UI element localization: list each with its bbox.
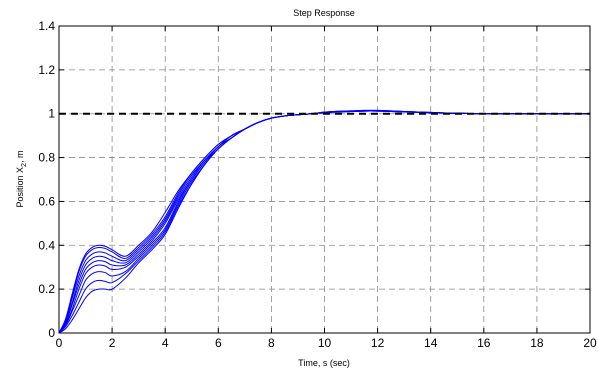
x-tick-label: 18 <box>530 336 544 350</box>
x-axis-label: Time, s (sec) <box>298 358 350 368</box>
y-axis-label-subscript: 2 <box>21 163 28 167</box>
x-tick-label: 10 <box>318 336 332 350</box>
x-tick-label: 0 <box>56 336 63 350</box>
x-tick-label: 8 <box>268 336 275 350</box>
y-tick-label: 0.6 <box>38 194 55 208</box>
y-tick-label: 0.8 <box>38 151 55 165</box>
x-tick-label: 20 <box>583 336 597 350</box>
chart-title: Step Response <box>293 8 355 18</box>
y-tick-label: 1.2 <box>38 63 55 77</box>
y-tick-label: 0 <box>48 326 55 340</box>
x-tick-label: 6 <box>215 336 222 350</box>
y-tick-label: 0.2 <box>38 282 55 296</box>
y-tick-label: 0.4 <box>38 238 55 252</box>
x-tick-label: 4 <box>162 336 169 350</box>
tick-marks: 0 2 4 6 8 10 12 14 16 18 20 0 0.2 0.4 0.6 0.8 1 1.2 1.4 <box>38 19 597 350</box>
series-line <box>58 109 590 334</box>
x-tick-label: 16 <box>477 336 491 350</box>
x-tick-label: 14 <box>424 336 438 350</box>
y-axis-label-main: Position X <box>15 167 25 208</box>
y-axis-label: Position X2, m <box>15 151 28 208</box>
y-tick-label: 1 <box>48 107 55 121</box>
x-tick-label: 12 <box>371 336 385 350</box>
x-tick-label: 2 <box>109 336 116 350</box>
y-axis-label-suffix: , m <box>15 151 25 164</box>
y-tick-label: 1.4 <box>38 19 55 33</box>
